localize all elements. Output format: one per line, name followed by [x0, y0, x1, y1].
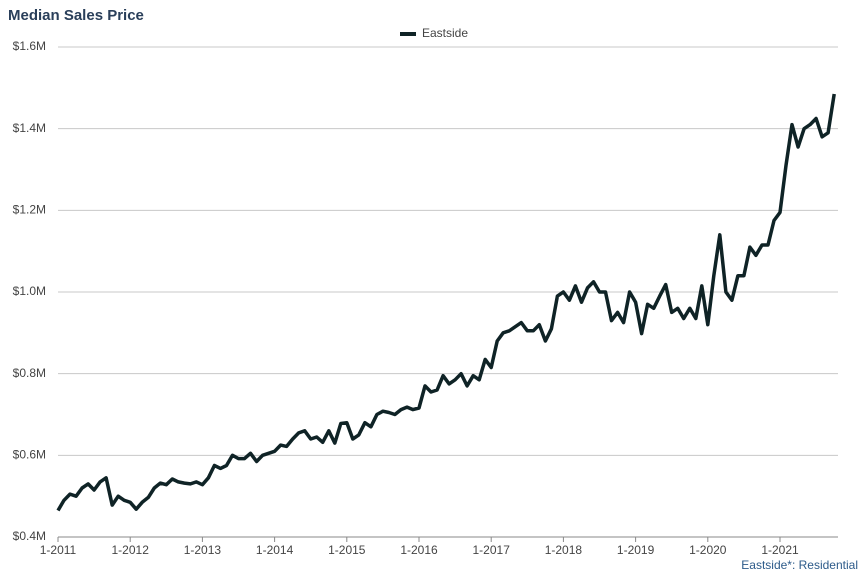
x-tick-label: 1-2019 [617, 543, 655, 557]
x-tick-label: 1-2016 [400, 543, 438, 557]
x-tick-label: 1-2011 [40, 543, 77, 557]
y-tick-label: $0.6M [13, 448, 46, 462]
x-tick-label: 1-2017 [473, 543, 511, 557]
y-tick-label: $1.0M [13, 284, 46, 298]
y-tick-label: $0.8M [13, 366, 46, 380]
x-tick-label: 1-2014 [256, 543, 294, 557]
y-tick-label: $0.4M [13, 529, 46, 543]
chart-title: Median Sales Price [8, 7, 144, 24]
line [56, 93, 836, 512]
x-tick-label: 1-2021 [761, 543, 799, 557]
legend-label: Eastside [422, 26, 468, 40]
x-tick-label: 1-2013 [184, 543, 222, 557]
footnote: Eastside*: Residential [741, 558, 858, 572]
x-tick-label: 1-2018 [545, 543, 583, 557]
x-tick-label: 1-2015 [328, 543, 366, 557]
y-tick-label: $1.2M [13, 203, 46, 217]
x-tick-label: 1-2012 [112, 543, 150, 557]
y-tick-label: $1.6M [13, 39, 46, 53]
x-tick-label: 1-2020 [689, 543, 727, 557]
y-tick-label: $1.4M [13, 121, 46, 135]
